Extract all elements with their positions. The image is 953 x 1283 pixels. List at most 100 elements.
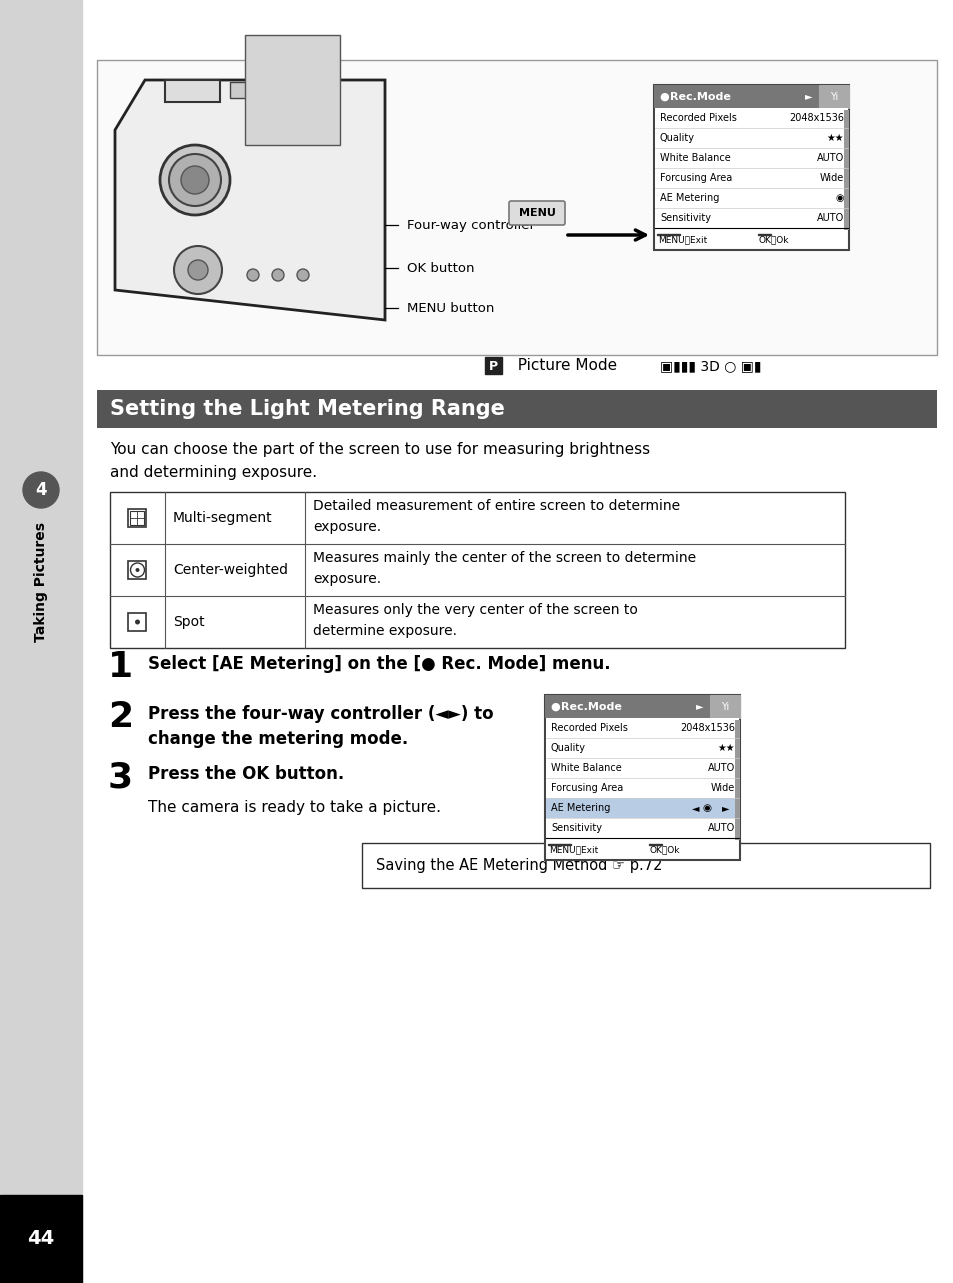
Bar: [655, 108, 847, 128]
Bar: [0, 0, 82, 1283]
Text: Measures mainly the center of the screen to determine: Measures mainly the center of the screen…: [313, 550, 696, 565]
Bar: [0, 1194, 82, 1283]
Text: 2: 2: [108, 701, 133, 734]
Bar: [654, 85, 848, 250]
Circle shape: [188, 260, 208, 280]
Bar: [734, 720, 740, 840]
Text: ◉: ◉: [701, 803, 710, 813]
Text: Recorded Pixels: Recorded Pixels: [551, 724, 627, 733]
Bar: [97, 60, 936, 355]
Text: Press the four-way controller (◄►) to: Press the four-way controller (◄►) to: [148, 704, 493, 724]
Text: Taking Pictures: Taking Pictures: [34, 521, 48, 642]
Bar: [545, 777, 739, 798]
Text: ★★: ★★: [717, 743, 734, 753]
Circle shape: [272, 269, 284, 281]
Text: ▣▮▮▮ 3D ○ ▣▮: ▣▮▮▮ 3D ○ ▣▮: [659, 359, 760, 373]
Text: White Balance: White Balance: [659, 153, 730, 163]
Text: ►: ►: [696, 702, 703, 712]
Bar: [131, 511, 144, 525]
FancyBboxPatch shape: [509, 201, 564, 225]
Text: Forcusing Area: Forcusing Area: [659, 173, 732, 183]
Text: 3: 3: [108, 760, 133, 794]
Text: Wide: Wide: [819, 173, 843, 183]
Text: OK：Ok: OK：Ok: [759, 236, 789, 245]
Bar: [654, 85, 818, 108]
Text: 44: 44: [28, 1229, 54, 1248]
Text: ◉: ◉: [835, 192, 843, 203]
Bar: [245, 35, 339, 145]
Bar: [709, 695, 740, 718]
Text: AE Metering: AE Metering: [659, 192, 719, 203]
Text: ★★: ★★: [825, 133, 843, 142]
Text: Rec.Mode: Rec.Mode: [669, 91, 730, 101]
Bar: [545, 819, 739, 838]
Text: 1: 1: [108, 650, 133, 684]
Bar: [361, 843, 929, 888]
Text: AUTO: AUTO: [707, 763, 734, 772]
Text: Setting the Light Metering Range: Setting the Light Metering Range: [110, 399, 504, 420]
Text: Quality: Quality: [659, 133, 695, 142]
Bar: [545, 718, 739, 738]
Text: Wide: Wide: [710, 783, 734, 793]
Bar: [843, 110, 848, 230]
Circle shape: [247, 269, 258, 281]
Bar: [97, 390, 936, 429]
Text: Saving the AE Metering Method ☞ p.72: Saving the AE Metering Method ☞ p.72: [375, 858, 661, 872]
Text: P: P: [488, 359, 497, 372]
Circle shape: [296, 269, 309, 281]
Text: Detailed measurement of entire screen to determine: Detailed measurement of entire screen to…: [313, 499, 679, 513]
Bar: [655, 168, 847, 189]
Text: OK button: OK button: [407, 262, 474, 275]
Text: 4: 4: [35, 481, 47, 499]
Text: Spot: Spot: [172, 615, 204, 629]
Text: AUTO: AUTO: [707, 822, 734, 833]
Polygon shape: [115, 80, 385, 319]
Text: ►: ►: [721, 803, 729, 813]
Text: Select [AE Metering] on the [● Rec. Mode] menu.: Select [AE Metering] on the [● Rec. Mode…: [148, 656, 610, 674]
Bar: [545, 758, 739, 777]
Bar: [655, 189, 847, 208]
Circle shape: [135, 568, 139, 572]
Text: Multi-segment: Multi-segment: [172, 511, 273, 525]
Text: Rec.Mode: Rec.Mode: [560, 702, 621, 712]
Text: AUTO: AUTO: [816, 213, 843, 223]
Text: ◄: ◄: [691, 803, 699, 813]
Bar: [655, 148, 847, 168]
Text: You can choose the part of the screen to use for measuring brightness: You can choose the part of the screen to…: [110, 443, 649, 457]
Bar: [655, 208, 847, 228]
Text: Forcusing Area: Forcusing Area: [551, 783, 622, 793]
Bar: [818, 85, 848, 108]
Circle shape: [160, 145, 230, 216]
Bar: [544, 695, 709, 718]
Circle shape: [181, 166, 209, 194]
Text: MENU：Exit: MENU：Exit: [658, 236, 706, 245]
Text: Recorded Pixels: Recorded Pixels: [659, 113, 736, 123]
Text: change the metering mode.: change the metering mode.: [148, 730, 408, 748]
Text: ●: ●: [550, 702, 559, 712]
Text: MENU：Exit: MENU：Exit: [548, 845, 598, 854]
Text: ►: ►: [804, 91, 812, 101]
Bar: [545, 738, 739, 758]
Bar: [230, 82, 270, 98]
Bar: [110, 491, 844, 648]
Text: The camera is ready to take a picture.: The camera is ready to take a picture.: [148, 801, 440, 815]
Text: ●: ●: [659, 91, 668, 101]
Text: White Balance: White Balance: [551, 763, 621, 772]
Bar: [544, 695, 740, 860]
Bar: [545, 798, 739, 819]
Circle shape: [23, 472, 59, 508]
Bar: [655, 128, 847, 148]
Text: Picture Mode: Picture Mode: [507, 358, 617, 373]
Text: Quality: Quality: [551, 743, 585, 753]
Text: determine exposure.: determine exposure.: [313, 624, 456, 638]
Circle shape: [173, 246, 222, 294]
Text: exposure.: exposure.: [313, 520, 381, 534]
Text: AUTO: AUTO: [816, 153, 843, 163]
Bar: [129, 561, 147, 579]
Circle shape: [169, 154, 221, 207]
Text: and determining exposure.: and determining exposure.: [110, 464, 316, 480]
Text: exposure.: exposure.: [313, 572, 381, 586]
Text: Yi: Yi: [720, 702, 728, 712]
Bar: [165, 80, 220, 103]
Text: Measures only the very center of the screen to: Measures only the very center of the scr…: [313, 603, 638, 617]
